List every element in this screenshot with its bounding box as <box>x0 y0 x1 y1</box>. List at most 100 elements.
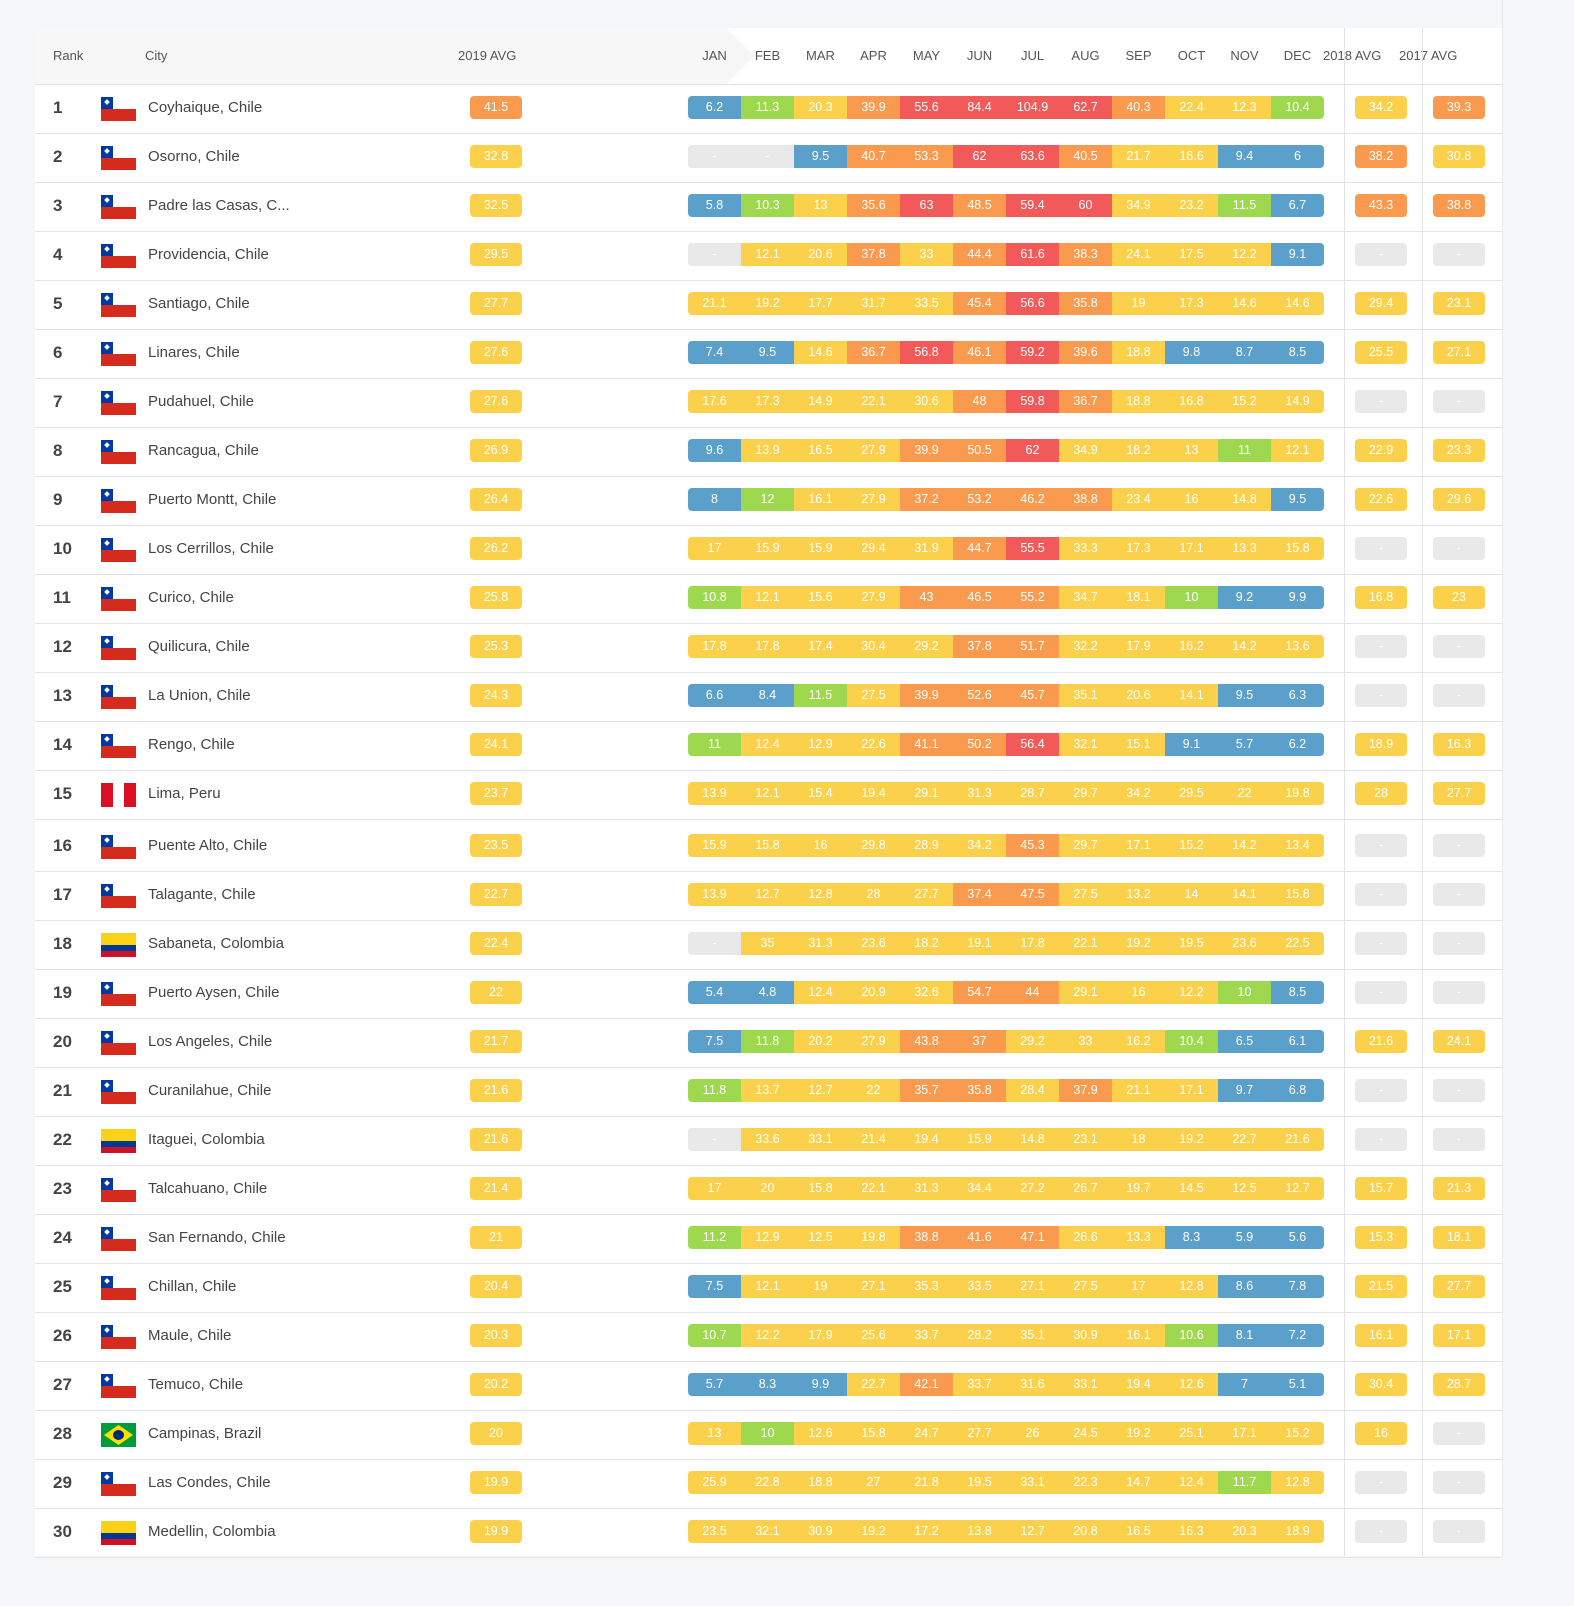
table-row[interactable]: 20 Los Angeles, Chile 21.7 7.5 11.8 20.2 27.9 4… <box>35 1018 1502 1068</box>
city-link[interactable]: San Fernando, Chile <box>148 1229 286 1246</box>
city-link[interactable]: Los Cerrillos, Chile <box>148 540 274 557</box>
city-link[interactable]: Coyhaique, Chile <box>148 99 263 116</box>
header-month-may[interactable]: MAY <box>912 48 941 63</box>
month-value-apr: 29.4 <box>847 537 900 560</box>
table-row[interactable]: 2 Osorno, Chile 32.8- -9.5 40.7 53.3 62 63.6 40.… <box>35 133 1502 183</box>
city-link[interactable]: Puerto Aysen, Chile <box>148 984 280 1001</box>
header-month-sep[interactable]: SEP <box>1125 48 1152 63</box>
table-row[interactable]: 13 La Union, Chile 24.3 6.6 8.4 11.5 27.5 39.9 5… <box>35 672 1502 722</box>
header-rank[interactable]: Rank <box>53 48 84 63</box>
header-month-jul[interactable]: JUL <box>1020 48 1045 63</box>
table-row[interactable]: 22 Itaguei, Colombia 21.6-33.6 33.1 21.4 19.4… <box>35 1116 1502 1166</box>
header-month-aug[interactable]: AUG <box>1071 48 1100 63</box>
city-link[interactable]: Talcahuano, Chile <box>148 1180 268 1197</box>
monthly-values: 5.7 8.3 9.9 22.7 42.1 33.7 31.6 33.1 19.4 12.6 7 5.… <box>688 1373 1324 1396</box>
city-link[interactable]: Santiago, Chile <box>148 295 250 312</box>
table-row[interactable]: 7 Pudahuel, Chile 27.6 17.6 17.3 14.9 22.1 30.6… <box>35 378 1502 428</box>
city-link[interactable]: Temuco, Chile <box>148 1376 244 1393</box>
header-2019-avg[interactable]: 2019 AVG <box>458 48 517 63</box>
city-link[interactable]: Puente Alto, Chile <box>148 837 268 854</box>
city-link[interactable]: Rengo, Chile <box>148 736 235 753</box>
table-row[interactable]: 27 Temuco, Chile 20.2 5.7 8.3 9.9 22.7 42.1 33.7… <box>35 1361 1502 1411</box>
month-value-mar: 13 <box>794 194 847 217</box>
header-city[interactable]: City <box>145 48 168 63</box>
table-row[interactable]: 21 Curanilahue, Chile 21.6 11.8 13.7 12.7 22 35… <box>35 1067 1502 1117</box>
month-value-jan: 25.9 <box>688 1471 741 1494</box>
city-link[interactable]: Padre las Casas, C... <box>148 197 290 214</box>
month-value-jun: 27.7 <box>953 1422 1006 1445</box>
header-month-oct[interactable]: OCT <box>1177 48 1206 63</box>
city-link[interactable]: Medellin, Colombia <box>148 1523 276 1540</box>
city-link[interactable]: Pudahuel, Chile <box>148 393 254 410</box>
avg-2019-badge: 25.8 <box>470 586 522 609</box>
month-value-oct: 19.2 <box>1165 1128 1218 1151</box>
city-link[interactable]: Campinas, Brazil <box>148 1425 262 1442</box>
city-link[interactable]: Providencia, Chile <box>148 246 269 263</box>
month-value-apr: 22.7 <box>847 1373 900 1396</box>
city-link[interactable]: Rancagua, Chile <box>148 442 259 459</box>
table-row[interactable]: 18 Sabaneta, Colombia 22.4-35 31.3 23.6 18.2 1… <box>35 920 1502 970</box>
city-link[interactable]: Sabaneta, Colombia <box>148 935 284 952</box>
header-month-nov[interactable]: NOV <box>1230 48 1259 63</box>
city-link[interactable]: Itaguei, Colombia <box>148 1131 265 1148</box>
avg-2019-badge: 20.3 <box>470 1324 522 1347</box>
month-value-nov: 7 <box>1218 1373 1271 1396</box>
city-link[interactable]: Osorno, Chile <box>148 148 240 165</box>
header-month-apr[interactable]: APR <box>860 48 887 63</box>
table-row[interactable]: 3 Padre las Casas, C... 32.5 5.8 10.3 13 35.6 6… <box>35 182 1502 232</box>
city-link[interactable]: Lima, Peru <box>148 785 221 802</box>
table-row[interactable]: 28 Campinas, Brazil 20 13 10 12.6 15.8 24.7 27.7… <box>35 1410 1502 1460</box>
header-2018-avg[interactable]: 2018 AVG <box>1323 48 1382 63</box>
header-month-dec[interactable]: DEC <box>1283 48 1312 63</box>
city-link[interactable]: Curico, Chile <box>148 589 234 606</box>
city-link[interactable]: Puerto Montt, Chile <box>148 491 277 508</box>
month-value-oct: 25.1 <box>1165 1422 1218 1445</box>
month-value-may: 38.8 <box>900 1226 953 1249</box>
month-value-aug: 60 <box>1059 194 1112 217</box>
avg-2018-badge: 21.6 <box>1355 1030 1407 1053</box>
header-month-feb[interactable]: FEB <box>754 48 781 63</box>
header-month-jan[interactable]: JAN <box>702 48 727 63</box>
avg-2017-badge: - <box>1433 635 1485 658</box>
city-link[interactable]: Chillan, Chile <box>148 1278 237 1295</box>
month-value-nov: 8.6 <box>1218 1275 1271 1298</box>
table-row[interactable]: 17 Talagante, Chile 22.7 13.9 12.7 12.8 28 27.7… <box>35 871 1502 921</box>
table-row[interactable]: 30 Medellin, Colombia 19.9 23.5 32.1 30.9 19.2… <box>35 1508 1502 1558</box>
table-row[interactable]: 1 Coyhaique, Chile 41.5 6.2 11.3 20.3 39.9 55.6… <box>35 84 1502 134</box>
table-row[interactable]: 12 Quilicura, Chile 25.3 17.8 17.8 17.4 30.4 29… <box>35 623 1502 673</box>
table-row[interactable]: 25 Chillan, Chile 20.4 7.5 12.1 19 27.1 35.3 33.… <box>35 1263 1502 1313</box>
city-link[interactable]: Curanilahue, Chile <box>148 1082 272 1099</box>
table-row[interactable]: 10 Los Cerrillos, Chile 26.2 17 15.9 15.9 29.4… <box>35 525 1502 575</box>
table-row[interactable]: 11 Curico, Chile 25.8 10.8 12.1 15.6 27.9 43 46.… <box>35 574 1502 624</box>
table-row[interactable]: 5 Santiago, Chile 27.7 21.1 19.2 17.7 31.7 33.5… <box>35 280 1502 330</box>
table-row[interactable]: 6 Linares, Chile 27.6 7.4 9.5 14.6 36.7 56.8 46.… <box>35 329 1502 379</box>
table-row[interactable]: 14 Rengo, Chile 24.1 11 12.4 12.9 22.6 41.1 50.2… <box>35 721 1502 771</box>
table-row[interactable]: 16 Puente Alto, Chile 23.5 15.9 15.8 16 29.8 28… <box>35 822 1502 872</box>
header-2017-avg[interactable]: 2017 AVG <box>1399 48 1458 63</box>
table-row[interactable]: 15 Lima, Peru 23.7 13.9 12.1 15.4 19.4 29.1 31.3… <box>35 770 1502 820</box>
city-link[interactable]: Maule, Chile <box>148 1327 232 1344</box>
table-row[interactable]: 8 Rancagua, Chile 26.9 9.6 13.9 16.5 27.9 39.9 5… <box>35 427 1502 477</box>
month-value-sep: 17.9 <box>1112 635 1165 658</box>
avg-2019-badge: 22.7 <box>470 883 522 906</box>
city-link[interactable]: Talagante, Chile <box>148 886 256 903</box>
city-link[interactable]: Los Angeles, Chile <box>148 1033 273 1050</box>
month-value-jul: 45.3 <box>1006 834 1059 857</box>
month-value-sep: 14.7 <box>1112 1471 1165 1494</box>
table-row[interactable]: 4 Providencia, Chile 29.5-12.1 20.6 37.8 33 44… <box>35 231 1502 281</box>
table-row[interactable]: 9 Puerto Montt, Chile 26.4 8 12 16.1 27.9 37.2 5… <box>35 476 1502 526</box>
header-month-mar[interactable]: MAR <box>806 48 835 63</box>
table-row[interactable]: 24 San Fernando, Chile 21 11.2 12.9 12.5 19.8 3… <box>35 1214 1502 1264</box>
city-link[interactable]: Linares, Chile <box>148 344 240 361</box>
table-row[interactable]: 29 Las Condes, Chile 19.9 25.9 22.8 18.8 27 21.… <box>35 1459 1502 1509</box>
city-link[interactable]: Quilicura, Chile <box>148 638 250 655</box>
table-row[interactable]: 19 Puerto Aysen, Chile 22 5.4 4.8 12.4 20.9 32.… <box>35 969 1502 1019</box>
header-month-jun[interactable]: JUN <box>966 48 993 63</box>
table-row[interactable]: 23 Talcahuano, Chile 21.4 17 20 15.8 22.1 31.3 3… <box>35 1165 1502 1215</box>
city-link[interactable]: La Union, Chile <box>148 687 251 704</box>
avg-2018-badge: 43.3 <box>1355 194 1407 217</box>
city-link[interactable]: Las Condes, Chile <box>148 1474 271 1491</box>
avg-2018-badge: - <box>1355 1079 1407 1102</box>
monthly-values: 5.8 10.3 13 35.6 63 48.5 59.4 60 34.9 23.2 11.5 6.7 <box>688 194 1324 217</box>
table-row[interactable]: 26 Maule, Chile 20.3 10.7 12.2 17.9 25.6 33.7 28… <box>35 1312 1502 1362</box>
